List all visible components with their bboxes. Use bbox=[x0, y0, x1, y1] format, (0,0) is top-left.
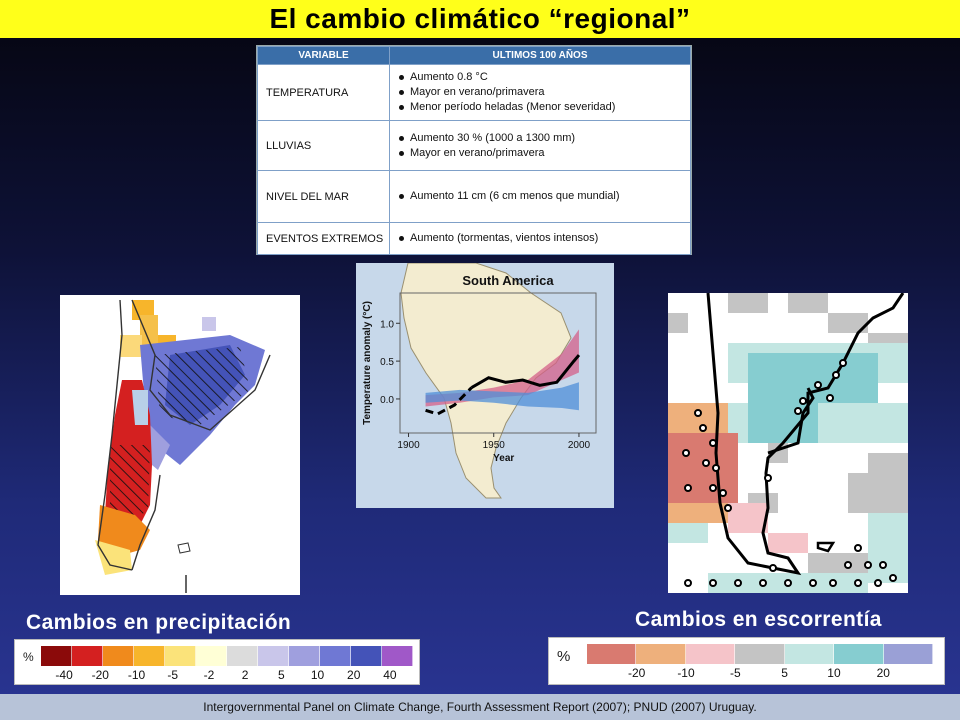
legend-label: -5 bbox=[729, 666, 741, 680]
legend-swatch bbox=[834, 644, 884, 664]
list-item: Mayor en verano/primavera bbox=[396, 85, 690, 100]
legend-unit: % bbox=[557, 648, 571, 665]
legend-label: 20 bbox=[876, 666, 890, 680]
observed-line-early bbox=[425, 386, 473, 416]
legend-label: -20 bbox=[627, 666, 646, 680]
legend-swatch bbox=[165, 646, 196, 666]
variables-table: VARIABLE ULTIMOS 100 AÑOS TEMPERATURA Au… bbox=[257, 46, 691, 255]
variable-temperatura: TEMPERATURA bbox=[257, 64, 390, 121]
header-period: ULTIMOS 100 AÑOS bbox=[389, 46, 691, 65]
observed-line bbox=[470, 354, 581, 389]
legend-label: 5 bbox=[781, 666, 788, 680]
source-citation: Intergovernmental Panel on Climate Chang… bbox=[203, 700, 757, 714]
legend-swatch bbox=[784, 644, 835, 664]
table-cell-desc: Aumento 0.8 °C Mayor en verano/primavera… bbox=[389, 64, 691, 121]
chart-title: South America bbox=[462, 273, 554, 288]
list-item: Aumento 11 cm (6 cm menos que mundial) bbox=[396, 189, 690, 204]
legend-swatch bbox=[134, 646, 165, 666]
precipitation-map bbox=[60, 295, 300, 595]
runoff-caption: Cambios en escorrentía bbox=[635, 608, 882, 631]
legend-swatch bbox=[72, 646, 103, 666]
list-item: Aumento 0.8 °C bbox=[396, 70, 690, 85]
legend-swatch bbox=[41, 646, 72, 666]
y-axis-label: Temperature anomaly (°C) bbox=[362, 301, 373, 425]
x-tick-label: 1950 bbox=[483, 440, 506, 451]
precipitation-legend-labels: -40 -20 -10 -5 -2 2 5 10 20 40 bbox=[46, 668, 408, 682]
slide-title: El cambio climático “regional” bbox=[269, 3, 691, 34]
variable-nivel-del-mar: NIVEL DEL MAR bbox=[257, 170, 390, 223]
table-cell-desc: Aumento 11 cm (6 cm menos que mundial) bbox=[389, 170, 691, 223]
header-variable: VARIABLE bbox=[257, 46, 390, 65]
runoff-legend-labels: -20 -10 -5 5 10 20 bbox=[612, 666, 908, 680]
runoff-color-bar bbox=[587, 644, 933, 664]
precipitation-color-bar bbox=[41, 646, 413, 666]
table-cell-desc: Aumento 30 % (1000 a 1300 mm) Mayor en v… bbox=[389, 120, 691, 171]
legend-label: 10 bbox=[310, 668, 325, 682]
legend-swatch bbox=[320, 646, 351, 666]
list-item: Aumento 30 % (1000 a 1300 mm) bbox=[396, 131, 690, 146]
natural-band bbox=[425, 382, 579, 411]
table-cell-desc: Aumento (tormentas, vientos intensos) bbox=[389, 222, 691, 255]
legend-label: 5 bbox=[277, 668, 285, 682]
precipitation-map-graphic bbox=[95, 299, 271, 593]
table-row: TEMPERATURA Aumento 0.8 °C Mayor en vera… bbox=[257, 64, 691, 121]
runoff-legend: % -20 -10 -5 5 10 20 bbox=[548, 637, 945, 685]
legend-label: -2 bbox=[203, 668, 215, 682]
legend-swatch bbox=[735, 644, 785, 664]
y-tick-label: 0.5 bbox=[380, 357, 394, 368]
temperature-anomaly-chart: South America 0.0 0.5 1.0 1900 1950 2000 Year Te… bbox=[356, 262, 614, 508]
y-tick-label: 1.0 bbox=[380, 319, 394, 330]
list-item: Mayor en verano/primavera bbox=[396, 146, 690, 161]
x-tick-label: 2000 bbox=[568, 440, 591, 451]
legend-label: -5 bbox=[167, 668, 179, 682]
table-row: NIVEL DEL MAR Aumento 11 cm (6 cm menos … bbox=[257, 170, 691, 223]
precipitation-caption: Cambios en precipitación bbox=[26, 611, 292, 634]
legend-swatch bbox=[587, 644, 637, 664]
legend-swatch bbox=[382, 646, 413, 666]
list-item: Menor período heladas (Menor severidad) bbox=[396, 100, 690, 115]
x-tick-label: 1900 bbox=[397, 440, 420, 451]
legend-swatch bbox=[351, 646, 382, 666]
legend-swatch bbox=[258, 646, 289, 666]
table-header-row: VARIABLE ULTIMOS 100 AÑOS bbox=[257, 46, 691, 65]
y-tick-label: 0.0 bbox=[380, 395, 394, 406]
legend-label: -10 bbox=[127, 668, 146, 682]
table-row: EVENTOS EXTREMOS Aumento (tormentas, vie… bbox=[257, 222, 691, 255]
variable-eventos-extremos: EVENTOS EXTREMOS bbox=[257, 222, 390, 255]
legend-swatch bbox=[685, 644, 736, 664]
legend-label: 40 bbox=[383, 668, 397, 682]
legend-swatch bbox=[883, 644, 933, 664]
plot-frame bbox=[399, 292, 597, 434]
x-axis-label: Year bbox=[493, 453, 514, 464]
variable-lluvias: LLUVIAS bbox=[257, 120, 390, 171]
runoff-map bbox=[668, 292, 908, 593]
list-item: Aumento (tormentas, vientos intensos) bbox=[396, 231, 690, 246]
footer: Intergovernmental Panel on Climate Chang… bbox=[0, 694, 960, 720]
precipitation-legend: % -40 -20 -10 -5 -2 2 5 10 20 40 bbox=[14, 639, 420, 685]
legend-label: -20 bbox=[91, 668, 109, 682]
runoff-map-graphic bbox=[668, 292, 908, 593]
legend-swatch bbox=[196, 646, 227, 666]
legend-label: 10 bbox=[827, 666, 841, 680]
legend-label: -10 bbox=[677, 666, 695, 680]
legend-swatch bbox=[227, 646, 258, 666]
legend-swatch bbox=[103, 646, 134, 666]
table-row: LLUVIAS Aumento 30 % (1000 a 1300 mm) Ma… bbox=[257, 120, 691, 171]
legend-label: 20 bbox=[347, 668, 361, 682]
chart-svg: South America 0.0 0.5 1.0 1900 1950 2000 Year Te… bbox=[362, 262, 597, 499]
legend-label: -40 bbox=[55, 668, 73, 682]
all-forcing-band bbox=[425, 329, 579, 407]
legend-unit: % bbox=[23, 650, 34, 664]
title-bar: El cambio climático “regional” bbox=[0, 0, 960, 38]
legend-swatch bbox=[636, 644, 686, 664]
climate-variables-table: VARIABLE ULTIMOS 100 AÑOS TEMPERATURA Au… bbox=[256, 45, 692, 255]
legend-swatch bbox=[289, 646, 320, 666]
legend-label: 2 bbox=[241, 668, 249, 682]
